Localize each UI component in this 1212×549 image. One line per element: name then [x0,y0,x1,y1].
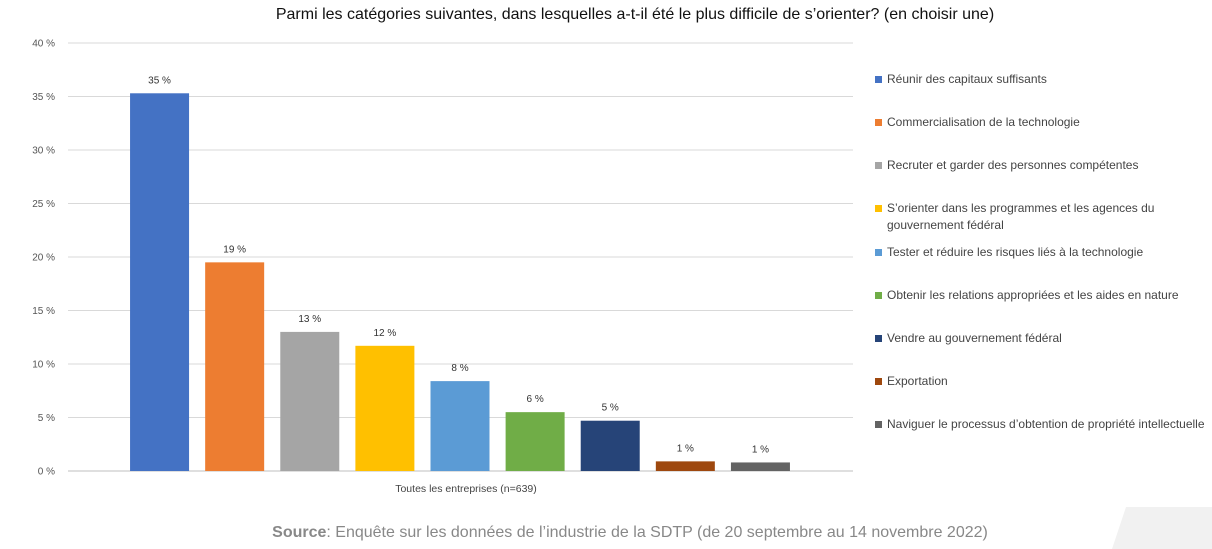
data-labels: 35 % 19 % 13 % 12 % 8 % 6 % 5 % 1 % 1 % [148,75,769,455]
x-axis-category-label: Toutes les entreprises (n=639) [395,483,537,495]
legend-swatch [875,292,882,299]
legend-label: Obtenir les relations appropriées et les… [887,288,1179,302]
data-label: 13 % [298,314,321,325]
legend-swatch [875,162,882,169]
data-label: 19 % [223,244,246,255]
data-label: 12 % [373,328,396,339]
legend-item: Vendre au gouvernement fédéral [875,330,1210,347]
legend-label: Réunir des capitaux suffisants [887,72,1047,86]
legend-item: Exportation [875,373,1210,390]
legend-item: Naviguer le processus d’obtention de pro… [875,416,1210,433]
legend-swatch [875,76,882,83]
source-text: : Enquête sur les données de l’industrie… [326,524,988,541]
source-note: Source: Enquête sur les données de l’ind… [0,524,1212,542]
legend-label: S’orienter dans les programmes et les ag… [887,201,1155,232]
bar [580,420,640,471]
chart-title: Parmi les catégories suivantes, dans les… [275,6,995,23]
legend-item: S’orienter dans les programmes et les ag… [875,200,1210,234]
bar-chart: 0 % 5 % 10 % 15 % 20 % 25 % 30 % 35 % 40 % 35 % 1… [32,39,853,495]
data-label: 1 % [677,443,694,454]
data-label: 6 % [526,394,543,405]
legend-item: Commercialisation de la technologie [875,114,1210,131]
y-tick-label: 5 % [38,413,55,424]
bar [730,462,790,471]
data-label: 8 % [451,363,468,374]
legend-label: Exportation [887,374,948,388]
y-axis-ticks: 0 % 5 % 10 % 15 % 20 % 25 % 30 % 35 % 40 % [32,39,55,478]
y-tick-label: 0 % [38,467,55,478]
legend-swatch [875,205,882,212]
bar [355,345,415,471]
legend-item: Recruter et garder des personnes compéte… [875,157,1210,174]
y-tick-label: 15 % [32,306,55,317]
legend-label: Vendre au gouvernement fédéral [887,331,1062,345]
legend-label: Commercialisation de la technologie [887,115,1080,129]
y-tick-label: 30 % [32,146,55,157]
legend-item: Obtenir les relations appropriées et les… [875,287,1210,304]
bars [130,93,790,471]
legend-label: Naviguer le processus d’obtention de pro… [887,417,1205,431]
data-label: 1 % [752,444,769,455]
bar [505,412,565,471]
legend-swatch [875,421,882,428]
bar [430,381,490,471]
corner-decoration [1112,507,1212,549]
legend-label: Tester et réduire les risques liés à la … [887,245,1144,259]
legend-label: Recruter et garder des personnes compéte… [887,158,1139,172]
bar [655,461,715,471]
bar [280,331,340,471]
legend-item: Tester et réduire les risques liés à la … [875,244,1210,261]
legend-swatch [875,119,882,126]
legend-swatch [875,378,882,385]
y-tick-label: 40 % [32,39,55,50]
legend-swatch [875,335,882,342]
legend-item: Réunir des capitaux suffisants [875,71,1210,88]
data-label: 5 % [602,403,619,414]
bar [205,262,265,471]
y-tick-label: 20 % [32,253,55,264]
legend-swatch [875,249,882,256]
bar [130,93,190,471]
y-tick-label: 25 % [32,199,55,210]
data-label: 35 % [148,75,171,86]
y-tick-label: 10 % [32,360,55,371]
source-label: Source [272,524,327,541]
y-tick-label: 35 % [32,92,55,103]
